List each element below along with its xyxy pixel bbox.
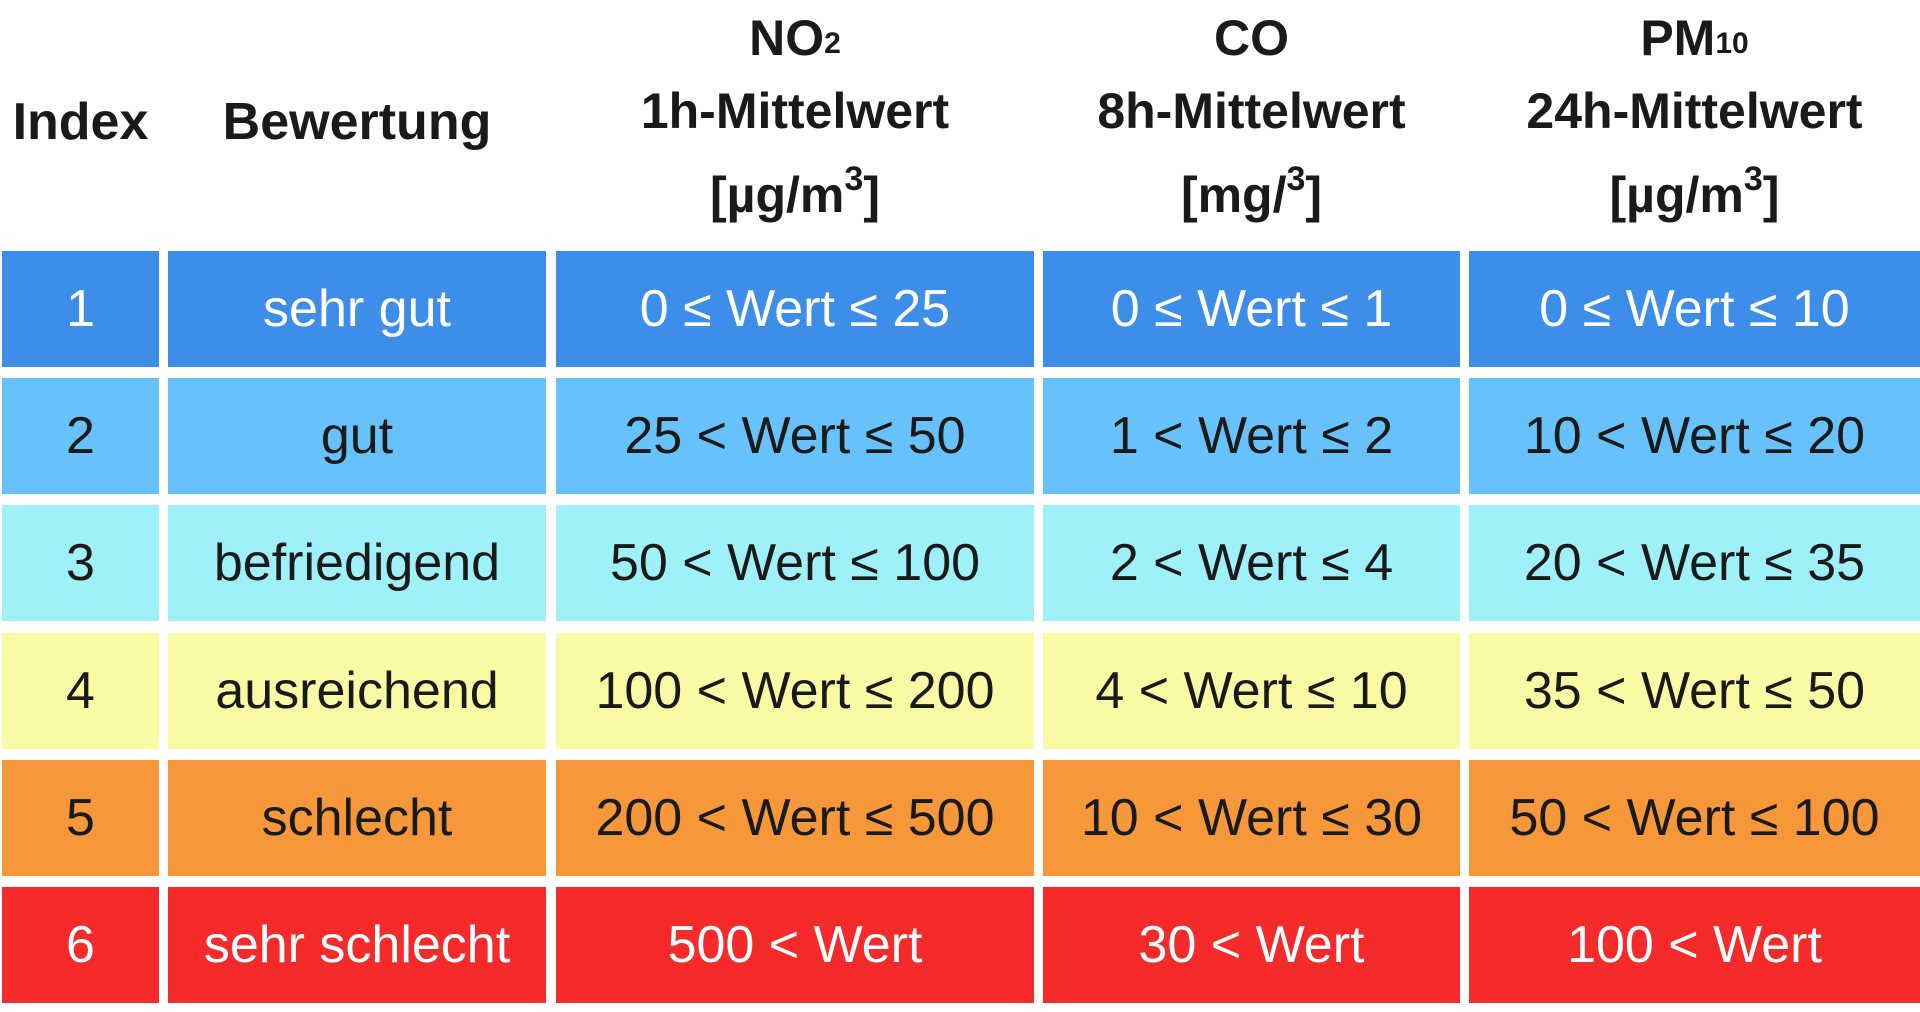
cell-bewertung: schlecht [168,760,546,876]
cell-no2: 0 ≤ Wert ≤ 25 [556,251,1034,367]
cell-no2: 50 < Wert ≤ 100 [556,505,1034,621]
cell-index: 6 [2,887,159,1003]
header-no2-unit-close: ] [863,167,880,223]
cell-pm10: 100 < Wert [1469,887,1920,1003]
cell-co: 4 < Wert ≤ 10 [1043,633,1460,749]
header-index-label: Index [12,93,149,151]
header-pm10-period: 24h-Mittelwert [1526,83,1863,139]
header-no2-pollutant: NO 2 [749,3,841,73]
header-pm10-unit: [µg/m 3] [1610,149,1780,241]
header-bewertung-label: Bewertung [222,93,492,151]
header-no2-subscript: 2 [824,27,841,60]
header-no2-unit: [µg/m 3] [710,149,880,241]
header-pm10-name: PM [1640,10,1716,66]
cell-pm10: 10 < Wert ≤ 20 [1469,378,1920,494]
cell-index: 2 [2,378,159,494]
cell-pm10: 35 < Wert ≤ 50 [1469,633,1920,749]
header-co-unit-sup: 3 [1286,160,1306,198]
header-pm10-pollutant: PM 10 [1640,3,1748,73]
header-pm10-unit-close: ] [1762,167,1780,223]
header-index: Index [2,0,159,244]
header-co-unit: [mg/3] [1181,149,1322,241]
cell-co: 2 < Wert ≤ 4 [1043,505,1460,621]
header-pm10-unit-open: [µg/m [1609,167,1744,223]
header-co-name: CO [1214,10,1289,66]
header-no2-period: 1h-Mittelwert [640,83,950,139]
cell-pm10: 50 < Wert ≤ 100 [1469,760,1920,876]
cell-no2: 200 < Wert ≤ 500 [556,760,1034,876]
header-pm10: PM 10 24h-Mittelwert [µg/m 3] [1469,0,1920,244]
header-pm10-unit-sup: 3 [1743,160,1763,198]
header-co: CO 8h-Mittelwert [mg/3] [1043,0,1460,244]
header-no2-unit-open: [µg/m [710,167,845,223]
cell-bewertung: gut [168,378,546,494]
cell-index: 4 [2,633,159,749]
cell-bewertung: sehr gut [168,251,546,367]
header-co-period: 8h-Mittelwert [1097,83,1406,139]
cell-co: 0 ≤ Wert ≤ 1 [1043,251,1460,367]
cell-no2: 500 < Wert [556,887,1034,1003]
cell-co: 1 < Wert ≤ 2 [1043,378,1460,494]
cell-index: 5 [2,760,159,876]
header-co-pollutant: CO [1214,3,1289,73]
header-pm10-subscript: 10 [1715,27,1749,60]
cell-pm10: 20 < Wert ≤ 35 [1469,505,1920,621]
cell-bewertung: sehr schlecht [168,887,546,1003]
header-no2-unit-sup: 3 [844,160,864,198]
cell-co: 10 < Wert ≤ 30 [1043,760,1460,876]
header-co-unit-open: [mg/ [1180,167,1287,223]
cell-pm10: 0 ≤ Wert ≤ 10 [1469,251,1920,367]
header-bewertung: Bewertung [168,0,546,244]
cell-index: 3 [2,505,159,621]
header-no2-name: NO [749,10,825,66]
cell-co: 30 < Wert [1043,887,1460,1003]
cell-no2: 25 < Wert ≤ 50 [556,378,1034,494]
cell-bewertung: ausreichend [168,633,546,749]
header-co-unit-close: ] [1305,167,1323,223]
cell-no2: 100 < Wert ≤ 200 [556,633,1034,749]
header-no2: NO 2 1h-Mittelwert [µg/m 3] [556,0,1034,244]
cell-bewertung: befriedigend [168,505,546,621]
cell-index: 1 [2,251,159,367]
